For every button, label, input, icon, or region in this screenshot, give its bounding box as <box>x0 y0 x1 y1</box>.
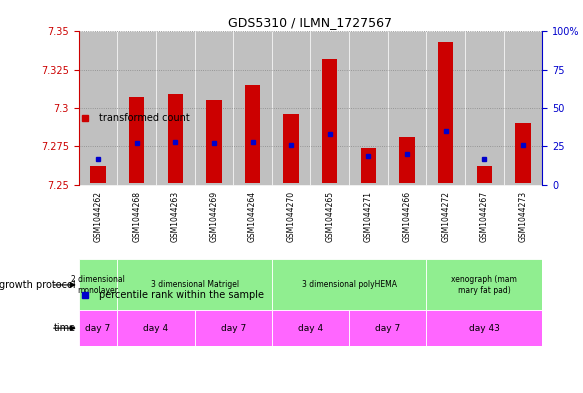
Text: 2 dimensional
monolayer: 2 dimensional monolayer <box>71 275 125 295</box>
Bar <box>515 123 531 183</box>
Bar <box>399 137 415 183</box>
Text: time: time <box>54 323 76 333</box>
Bar <box>129 97 145 183</box>
Bar <box>79 31 117 185</box>
Text: day 7: day 7 <box>85 324 111 332</box>
Bar <box>245 85 260 183</box>
Bar <box>426 259 542 310</box>
Text: transformed count: transformed count <box>99 113 190 123</box>
Text: day 4: day 4 <box>298 324 323 332</box>
Text: 3 dimensional polyHEMA: 3 dimensional polyHEMA <box>301 281 396 289</box>
Bar <box>349 310 426 346</box>
Bar <box>79 259 117 310</box>
Bar <box>361 148 376 183</box>
Bar <box>117 31 156 185</box>
Bar <box>206 101 222 183</box>
Text: 3 dimensional Matrigel: 3 dimensional Matrigel <box>150 281 238 289</box>
Bar <box>195 310 272 346</box>
Bar <box>272 31 310 185</box>
Bar <box>156 31 195 185</box>
Bar <box>465 31 504 185</box>
Text: growth protocol: growth protocol <box>0 280 76 290</box>
Bar <box>195 31 233 185</box>
Text: day 43: day 43 <box>469 324 500 332</box>
Bar <box>504 31 542 185</box>
Bar <box>283 114 299 183</box>
Bar <box>233 31 272 185</box>
Bar <box>388 31 426 185</box>
Bar <box>79 310 117 346</box>
Text: day 7: day 7 <box>220 324 246 332</box>
Bar <box>167 94 183 183</box>
Title: GDS5310 / ILMN_1727567: GDS5310 / ILMN_1727567 <box>229 16 392 29</box>
Bar <box>117 259 272 310</box>
Bar <box>272 310 349 346</box>
Bar <box>90 166 106 183</box>
Bar <box>272 259 426 310</box>
Bar <box>349 31 388 185</box>
Text: day 7: day 7 <box>375 324 401 332</box>
Bar <box>310 31 349 185</box>
Bar <box>426 310 542 346</box>
Text: percentile rank within the sample: percentile rank within the sample <box>99 290 264 300</box>
Bar <box>426 31 465 185</box>
Text: day 4: day 4 <box>143 324 168 332</box>
Bar <box>476 166 492 183</box>
Bar <box>117 310 195 346</box>
Bar <box>438 42 454 183</box>
Bar <box>322 59 338 183</box>
Text: xenograph (mam
mary fat pad): xenograph (mam mary fat pad) <box>451 275 517 295</box>
